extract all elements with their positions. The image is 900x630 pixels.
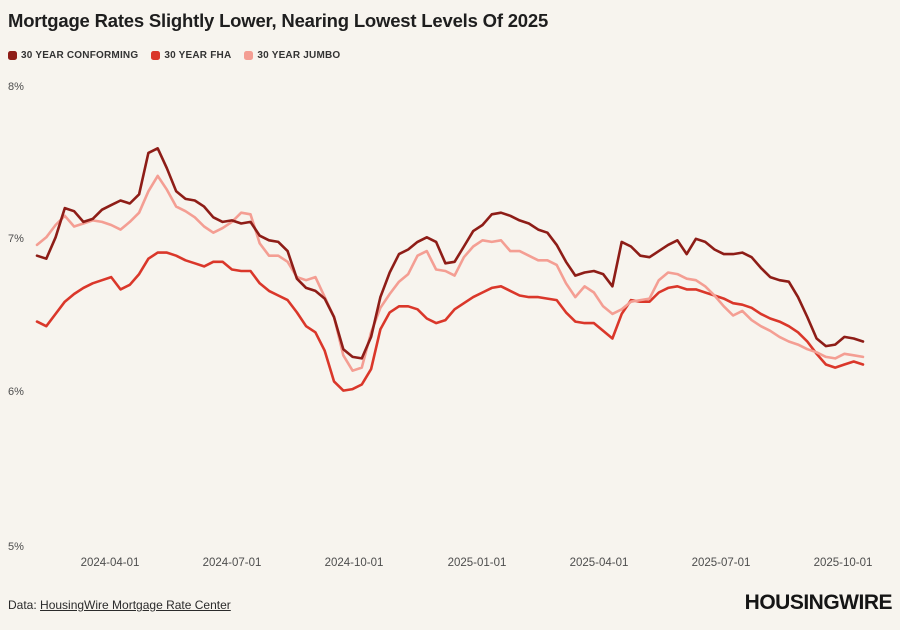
legend-item-jumbo: 30 YEAR JUMBO [244,50,340,61]
y-axis-tick: 7% [8,233,24,245]
series-line-30-year-jumbo [35,174,865,373]
data-source-prefix: Data: [8,598,37,612]
housingwire-logo: HOUSINGWIRE [744,591,893,614]
y-axis-tick: 6% [8,386,24,398]
data-source-link[interactable]: HousingWire Mortgage Rate Center [40,598,231,612]
legend-item-fha: 30 YEAR FHA [151,50,231,61]
legend-label: 30 YEAR CONFORMING [21,50,139,61]
series-line-30-year-fha [35,251,865,392]
legend-item-conforming: 30 YEAR CONFORMING [8,50,138,61]
page-title: Mortgage Rates Slightly Lower, Nearing L… [8,10,549,31]
data-source-note: Data: HousingWire Mortgage Rate Center [8,598,231,612]
jumbo-swatch-icon [244,51,254,60]
x-axis-tick: 2024-04-01 [80,557,140,569]
y-axis-tick: 5% [8,541,24,553]
fha-swatch-icon [151,51,161,60]
x-axis-tick: 2025-04-01 [569,557,629,569]
x-axis-tick: 2024-07-01 [202,557,262,569]
y-axis-tick: 8% [8,81,24,93]
x-axis-tick: 2025-07-01 [691,557,751,569]
x-axis-tick: 2024-10-01 [324,557,384,569]
x-axis-tick: 2025-10-01 [813,557,873,569]
chart-legend: 30 YEAR CONFORMING 30 YEAR FHA 30 YEAR J… [8,50,340,61]
x-axis-tick: 2025-01-01 [447,557,507,569]
series-line-30-year-conforming [35,147,865,360]
legend-label: 30 YEAR FHA [164,50,232,61]
legend-label: 30 YEAR JUMBO [257,50,341,61]
conforming-swatch-icon [8,51,17,60]
